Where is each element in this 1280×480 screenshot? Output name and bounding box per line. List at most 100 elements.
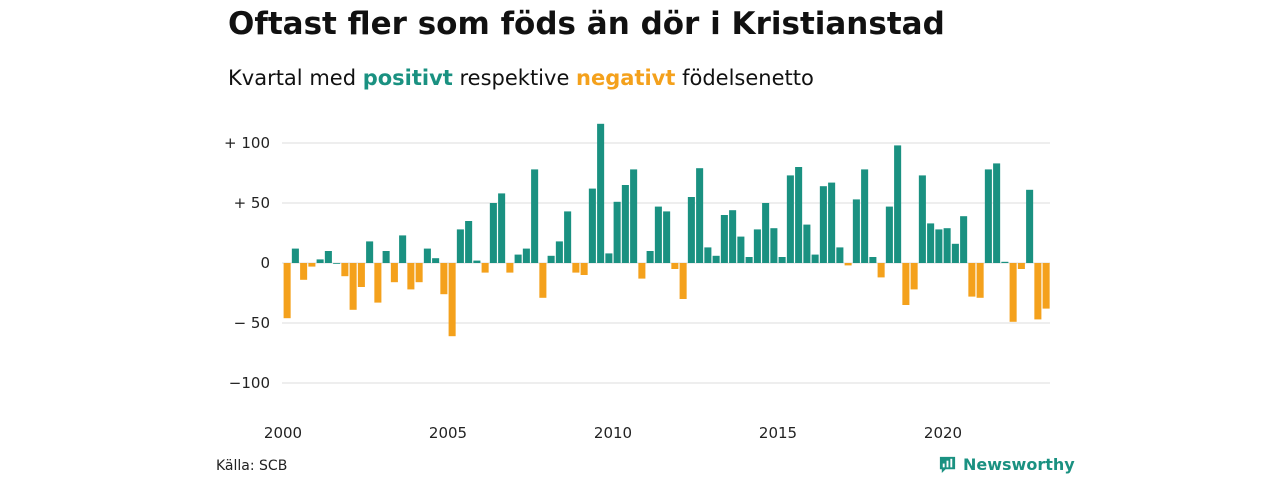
bars	[283, 123, 1050, 337]
x-tick-label: 2010	[594, 424, 632, 442]
x-tick-label: 2020	[924, 424, 962, 442]
bar-positive	[894, 145, 902, 263]
bar-positive	[564, 211, 572, 263]
bar-negative	[349, 263, 357, 310]
bar-positive	[687, 197, 695, 263]
bar-negative	[341, 263, 349, 277]
bar-positive	[770, 228, 778, 263]
bar-negative	[679, 263, 687, 299]
bar-positive	[489, 203, 497, 263]
bar-positive	[654, 206, 662, 263]
bar-positive	[1026, 189, 1034, 263]
subtitle-middle: respektive	[452, 66, 577, 90]
bar-positive	[366, 241, 374, 263]
subtitle-prefix: Kvartal med	[228, 66, 363, 90]
bar-positive	[522, 248, 530, 263]
bar-negative	[440, 263, 448, 295]
bar-positive	[852, 199, 860, 263]
bar-negative	[572, 263, 580, 273]
bar-negative	[407, 263, 415, 290]
bar-positive	[819, 186, 827, 263]
newsworthy-logo-icon	[939, 456, 956, 474]
bar-positive	[432, 258, 440, 263]
y-tick-label: − 50	[234, 314, 270, 332]
bar-positive	[621, 185, 629, 263]
x-tick-label: 2005	[429, 424, 467, 442]
bar-positive	[960, 216, 968, 263]
bar-positive	[324, 251, 332, 263]
bar-positive	[663, 211, 671, 263]
bar-negative	[976, 263, 984, 298]
bar-positive	[465, 221, 473, 263]
bar-negative	[1017, 263, 1025, 269]
bar-positive	[613, 201, 621, 263]
subtitle-positive-word: positivt	[362, 66, 453, 90]
bar-positive	[729, 210, 737, 263]
bar-negative	[300, 263, 308, 280]
bar-positive	[720, 215, 728, 263]
bar-negative	[910, 263, 918, 290]
bar-positive	[704, 247, 712, 263]
bar-positive	[588, 188, 596, 263]
bar-positive	[531, 169, 539, 263]
bar-positive	[869, 257, 877, 263]
bar-positive	[803, 224, 811, 263]
bar-positive	[712, 255, 720, 263]
bar-positive	[951, 243, 959, 263]
bar-positive	[1001, 261, 1009, 263]
chart-subtitle: Kvartal med positivt respektive negativt…	[228, 66, 814, 90]
bar-negative	[671, 263, 679, 269]
bar-negative	[481, 263, 489, 273]
bar-positive	[786, 175, 794, 263]
bar-positive	[423, 248, 431, 263]
bar-positive	[737, 236, 745, 263]
bar-negative	[308, 263, 316, 267]
bar-positive	[935, 229, 943, 263]
bar-positive	[382, 251, 390, 263]
bar-negative	[357, 263, 365, 287]
bar-positive	[456, 229, 464, 263]
bar-positive	[514, 254, 522, 263]
bar-positive	[918, 175, 926, 263]
x-tick-label: 2000	[264, 424, 302, 442]
bar-positive	[927, 223, 935, 263]
bar-positive	[291, 248, 299, 263]
bar-positive	[753, 229, 761, 263]
bar-positive	[399, 235, 407, 263]
bar-positive	[984, 169, 992, 263]
bar-negative	[506, 263, 514, 273]
bar-positive	[316, 259, 324, 263]
bar-negative	[1009, 263, 1017, 322]
bar-negative	[902, 263, 910, 305]
bar-negative	[539, 263, 547, 298]
bar-negative	[580, 263, 588, 275]
bar-negative	[283, 263, 291, 319]
bar-positive	[646, 251, 654, 263]
bar-negative	[1034, 263, 1042, 320]
bar-positive	[473, 260, 481, 263]
bar-positive	[993, 163, 1001, 263]
y-tick-label: −100	[229, 374, 270, 392]
brand-name: Newsworthy	[963, 455, 1075, 474]
bar-positive	[795, 167, 803, 263]
bar-positive	[333, 263, 341, 264]
bar-positive	[745, 257, 753, 263]
bar-positive	[861, 169, 869, 263]
y-tick-label: + 50	[234, 194, 270, 212]
bar-positive	[811, 254, 819, 263]
y-axis-ticks: + 100 + 50 0 − 50 −100	[224, 134, 270, 392]
y-tick-label: + 100	[224, 134, 270, 152]
bar-positive	[555, 241, 563, 263]
bar-negative	[968, 263, 976, 297]
bar-negative	[415, 263, 423, 283]
bar-positive	[762, 203, 770, 263]
subtitle-suffix: födelsenetto	[675, 66, 814, 90]
bar-negative	[1042, 263, 1050, 309]
bar-negative	[877, 263, 885, 278]
bar-positive	[943, 228, 951, 263]
bar-negative	[390, 263, 398, 283]
bar-positive	[828, 182, 836, 263]
bar-positive	[778, 257, 786, 263]
x-tick-label: 2015	[759, 424, 797, 442]
